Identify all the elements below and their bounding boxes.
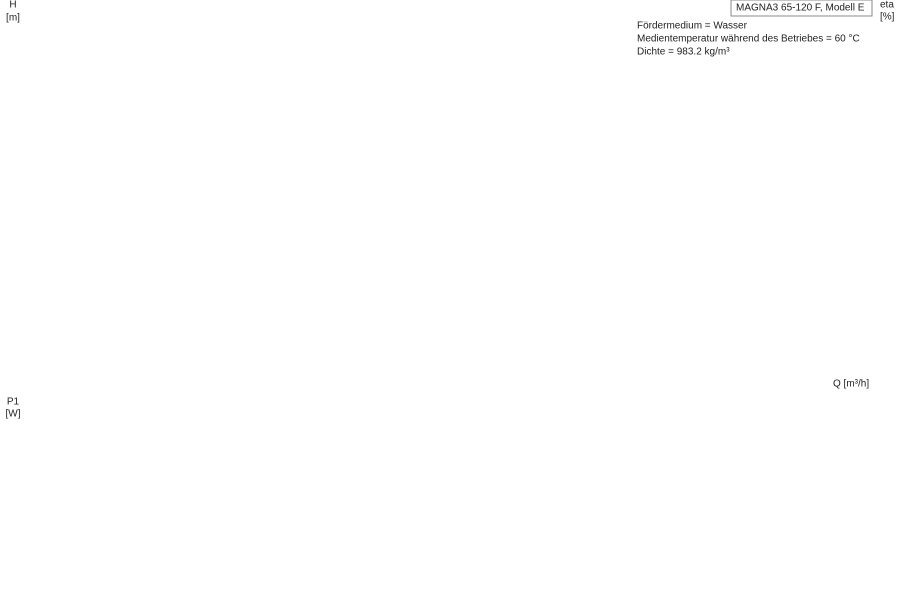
model-box <box>730 0 873 17</box>
text-layer: H [m] eta [%] Q [m³/h] P1 [W] <box>6 0 895 420</box>
model-name: MAGNA3 65-120 F, Modell E <box>736 3 865 14</box>
y-label: P1 <box>7 397 20 408</box>
info-line: Dichte = 983.2 kg/m³ <box>637 47 730 58</box>
info-line: Medientemperatur während des Betriebes =… <box>637 34 860 45</box>
y-unit: [m] <box>6 13 20 24</box>
y-unit: [W] <box>6 409 21 420</box>
y2-label: eta <box>880 0 894 11</box>
y2-unit: [%] <box>880 12 895 23</box>
x-label: Q [m³/h] <box>833 379 869 390</box>
info-line: Fördermedium = Wasser <box>637 21 748 32</box>
info-block: MAGNA3 65-120 F, Modell E Fördermedium =… <box>637 0 873 58</box>
y-label: H <box>9 0 16 11</box>
